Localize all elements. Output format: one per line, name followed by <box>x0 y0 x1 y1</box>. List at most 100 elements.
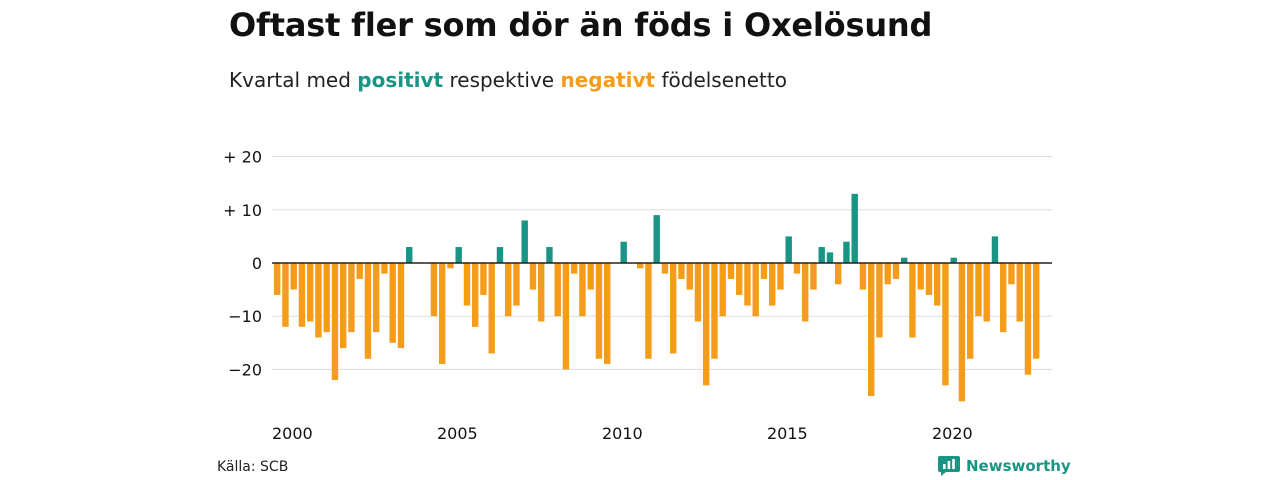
bar <box>1016 263 1023 322</box>
bar <box>1008 263 1015 285</box>
bar <box>513 263 520 306</box>
bar <box>637 263 644 269</box>
bar <box>604 263 611 365</box>
subtitle-positive-label: positivt <box>357 68 444 92</box>
x-tick-label: 2005 <box>437 424 478 443</box>
bar <box>967 263 974 359</box>
bar <box>496 247 504 263</box>
bar <box>397 263 405 349</box>
bar <box>455 247 462 263</box>
bar <box>348 263 355 333</box>
x-tick-label: 2015 <box>767 424 808 443</box>
bar <box>661 263 669 274</box>
bar <box>447 263 454 269</box>
bar <box>876 263 883 338</box>
bar <box>785 236 792 263</box>
bar <box>892 263 900 279</box>
bar <box>694 263 702 322</box>
bar <box>670 263 677 354</box>
bar <box>406 247 413 263</box>
bar <box>859 263 867 290</box>
bar <box>760 263 768 279</box>
bar <box>562 263 570 370</box>
chart-title: Oftast fler som dör än föds i Oxelösund <box>229 6 933 44</box>
bar <box>1000 263 1007 333</box>
bar <box>587 263 594 290</box>
bar <box>554 263 561 317</box>
bar <box>340 263 347 349</box>
bar <box>736 263 743 295</box>
bar <box>950 257 957 263</box>
bar <box>851 193 858 263</box>
bar <box>381 263 388 274</box>
x-tick-label: 2020 <box>932 424 973 443</box>
bar <box>719 263 726 317</box>
bar <box>711 263 718 359</box>
chart-subtitle: Kvartal med positivt respektive negativt… <box>229 68 787 92</box>
bar <box>810 263 817 290</box>
bar <box>620 241 627 263</box>
bar <box>645 263 652 359</box>
bar <box>835 263 842 285</box>
bar <box>826 252 834 263</box>
bar <box>579 263 586 317</box>
y-tick-label: −20 <box>228 360 262 379</box>
bar <box>505 263 512 317</box>
bar <box>282 263 289 327</box>
bar <box>274 263 281 295</box>
newsworthy-logo-icon <box>938 456 960 476</box>
bar <box>901 257 908 263</box>
bar <box>538 263 545 322</box>
axis-layer: + 20 + 10 0 −10 −20 2000 2005 2010 2015 2020 <box>223 148 1052 443</box>
bar <box>298 263 306 327</box>
bar <box>290 263 297 290</box>
bar <box>1024 263 1032 375</box>
y-tick-label: + 10 <box>223 201 262 220</box>
brand-name: Newsworthy <box>966 457 1071 475</box>
x-tick-label: 2000 <box>272 424 313 443</box>
bar <box>752 263 759 317</box>
bar <box>307 263 314 322</box>
bar <box>488 263 495 354</box>
y-tick-label: + 20 <box>223 148 262 167</box>
bar <box>777 263 784 290</box>
subtitle-prefix: Kvartal med <box>229 68 358 92</box>
bar <box>571 263 578 274</box>
bar <box>802 263 809 322</box>
brand-logo[interactable]: Newsworthy <box>938 456 1071 476</box>
bar <box>653 215 660 263</box>
bar <box>323 263 330 333</box>
bar <box>678 263 685 279</box>
bar <box>331 263 339 381</box>
bar <box>909 263 916 338</box>
bar <box>983 263 990 322</box>
bar <box>934 263 941 306</box>
bar <box>595 263 603 359</box>
bar <box>744 263 751 306</box>
bar <box>546 247 553 263</box>
bar <box>917 263 924 290</box>
bar <box>373 263 380 333</box>
source-note: Källa: SCB <box>217 459 289 475</box>
bar <box>843 241 850 263</box>
bar <box>975 263 982 317</box>
bar <box>430 263 438 317</box>
bar <box>868 263 875 396</box>
bar <box>356 263 363 279</box>
bar <box>942 263 949 386</box>
bar <box>703 263 710 386</box>
bar <box>686 263 693 290</box>
bar <box>1033 263 1040 359</box>
bar <box>727 263 735 279</box>
x-tick-label: 2010 <box>602 424 643 443</box>
bar <box>818 247 825 263</box>
bar <box>884 263 891 285</box>
bar <box>480 263 487 295</box>
subtitle-negative-label: negativt <box>560 68 656 92</box>
bar <box>472 263 479 327</box>
y-tick-label: 0 <box>252 254 262 273</box>
bar <box>529 263 537 290</box>
subtitle-middle: respektive <box>443 68 561 92</box>
y-tick-label: −10 <box>228 307 262 326</box>
